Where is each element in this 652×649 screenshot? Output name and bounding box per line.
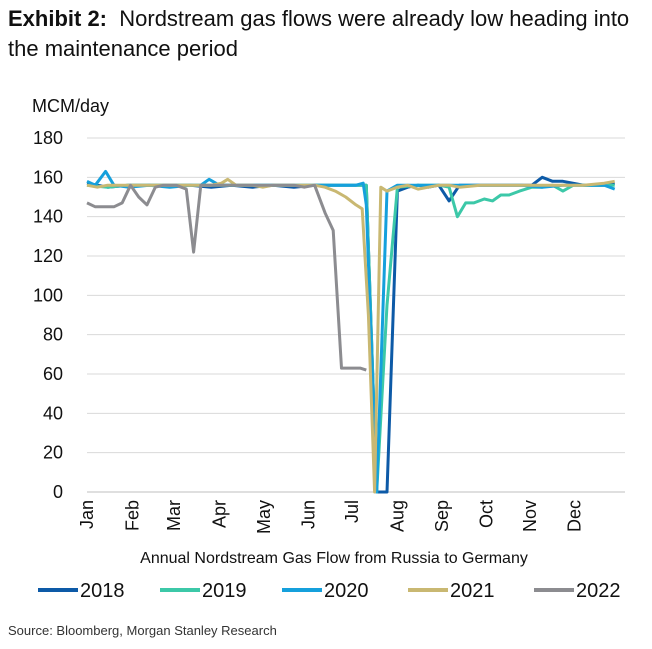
legend-label-2020: 2020 — [324, 580, 369, 602]
x-tick-label: Dec — [564, 500, 584, 532]
y-tick-label: 160 — [33, 167, 63, 187]
x-tick-label: Apr — [209, 500, 229, 528]
x-tick-label: Oct — [476, 500, 496, 528]
legend: 2018 2019 2020 2021 2022 — [38, 580, 621, 602]
x-tick-label: Jan — [77, 500, 97, 529]
y-tick-label: 140 — [33, 207, 63, 227]
y-tick-label: 60 — [43, 364, 63, 384]
x-tick-label: Aug — [387, 500, 407, 532]
series-lines — [86, 169, 616, 494]
legend-label-2019: 2019 — [202, 580, 247, 602]
x-tick-label: Jul — [342, 500, 362, 523]
exhibit-title: Exhibit 2: Nordstream gas flows were alr… — [8, 4, 648, 64]
series-line-2019 — [86, 183, 615, 494]
x-tick-label: Sep — [432, 500, 452, 532]
y-tick-label: 80 — [43, 325, 63, 345]
x-tick-label: Jun — [298, 500, 318, 529]
series-line-2020 — [86, 169, 616, 494]
y-tick-label: 20 — [43, 443, 63, 463]
series-line-2022 — [86, 183, 367, 372]
gridlines — [87, 137, 625, 493]
x-axis-title: Annual Nordstream Gas Flow from Russia t… — [140, 550, 528, 567]
x-tick-label: Nov — [520, 500, 540, 532]
y-tick-label: 180 — [33, 128, 63, 148]
y-tick-label: 40 — [43, 403, 63, 423]
legend-label-2018: 2018 — [80, 580, 125, 602]
x-tick-label: May — [254, 500, 274, 534]
y-tick-label: 100 — [33, 285, 63, 305]
chart-title: Nordstream gas flows were already low he… — [8, 6, 630, 61]
x-tick-label: Feb — [123, 500, 143, 531]
y-axis-label: MCM/day — [32, 96, 109, 116]
line-chart: 0 20 40 60 80 100 120 140 160 180 MCM/day Jan Feb Mar… — [32, 96, 625, 602]
x-tick-label: Mar — [164, 500, 184, 531]
exhibit-label: Exhibit 2: — [8, 6, 108, 31]
source-note: Source: Bloomberg, Morgan Stanley Resear… — [8, 623, 277, 638]
y-tick-label: 120 — [33, 246, 63, 266]
y-tick-label: 0 — [53, 482, 63, 502]
axes: 0 20 40 60 80 100 120 140 160 180 MCM/day Jan Feb Mar… — [32, 96, 625, 567]
legend-label-2021: 2021 — [450, 580, 495, 602]
legend-label-2022: 2022 — [576, 580, 621, 602]
series-line-2021 — [86, 177, 615, 494]
